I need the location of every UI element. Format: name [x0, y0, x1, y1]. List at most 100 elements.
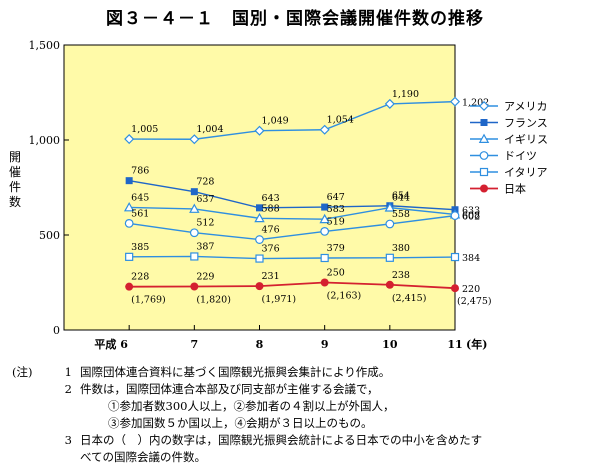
data-point: [384, 98, 395, 109]
data-label-secondary: (1,769): [131, 295, 166, 306]
data-label: 379: [327, 243, 345, 254]
data-label: 561: [131, 208, 149, 219]
line-chart: 0 500 1,000 1,500 平成 6 7 8 9 10 11 (年) 1,005 1,004 1…: [29, 39, 549, 351]
data-point: [189, 134, 200, 145]
x-tick-label: 8: [256, 338, 264, 351]
y-axis-label: 開催件数: [8, 150, 21, 209]
data-point: [189, 228, 199, 238]
data-point: [255, 235, 264, 244]
y-tick-label: 500: [39, 229, 60, 242]
legend-item: イタリア: [470, 166, 548, 179]
data-point: [449, 96, 461, 107]
data-point: [190, 188, 198, 196]
data-label: 608: [462, 210, 480, 221]
data-label: 384: [462, 253, 480, 264]
legend-label: フランス: [504, 117, 548, 130]
data-label: 385: [131, 242, 149, 253]
series-イタリア: [125, 252, 460, 263]
data-point: [385, 219, 395, 229]
legend-item: フランス: [470, 117, 548, 130]
series-line: [129, 206, 456, 220]
data-point: [320, 253, 329, 263]
data-label: 633: [462, 206, 480, 217]
data-label: 1,190: [392, 89, 419, 100]
data-label: 229: [196, 271, 214, 282]
data-label: 250: [327, 268, 345, 279]
data-label: 1,004: [196, 124, 223, 135]
data-label: 1,049: [262, 116, 289, 127]
series-ドイツ: [124, 211, 460, 244]
data-point: [321, 203, 329, 211]
data-point: [384, 202, 396, 212]
data-point: [479, 167, 489, 177]
data-point: [255, 282, 264, 291]
series-line: [129, 255, 456, 260]
data-label: 220: [462, 284, 480, 295]
data-label: 786: [131, 166, 149, 177]
data-label: 380: [392, 243, 410, 254]
data-point: [189, 203, 200, 213]
series-line: [129, 179, 456, 211]
series-日本: [125, 278, 459, 293]
data-label: 238: [392, 270, 410, 281]
note-line: べての国際会議の件数。: [80, 450, 207, 464]
data-point: [319, 124, 330, 135]
x-tick-label: 平成 6: [94, 337, 128, 351]
data-point: [479, 151, 489, 160]
data-point: [255, 254, 264, 263]
data-label: 647: [327, 192, 345, 203]
legend-item: アメリカ: [470, 100, 547, 113]
x-tick-label: 9: [321, 338, 329, 351]
data-label: 588: [262, 203, 280, 214]
legend-label: 日本: [504, 182, 526, 196]
x-tick-label: 7: [191, 338, 199, 351]
data-label: 728: [196, 177, 214, 188]
data-label: 644: [392, 193, 410, 204]
note-line: 2 件数は，国際団体連合本部及び同支部が主催する会議で，: [64, 382, 379, 396]
data-label: 1,054: [327, 115, 354, 126]
data-label-secondary: (2,163): [327, 291, 362, 302]
data-label: 1,005: [131, 124, 158, 135]
data-point: [125, 252, 134, 261]
data-label: 645: [131, 192, 149, 203]
series-アメリカ: [124, 96, 461, 145]
data-label: 476: [262, 225, 280, 236]
data-point: [480, 119, 488, 126]
data-label: 602: [462, 212, 480, 223]
data-point: [480, 184, 488, 193]
data-point: [385, 253, 394, 262]
y-tick-label: 1,500: [29, 39, 61, 52]
data-point: [319, 213, 330, 224]
data-label: 1,202: [462, 98, 489, 109]
data-point: [123, 202, 135, 212]
data-point: [190, 252, 199, 261]
data-label-secondary: (1,971): [262, 294, 297, 305]
legend-label: アメリカ: [504, 100, 547, 113]
legend-label: イギリス: [504, 133, 548, 146]
figure-title: 図３－４－１ 国別・国際会議開催件数の推移: [106, 9, 484, 29]
data-label: 387: [196, 241, 214, 252]
data-label-secondary: (2,415): [392, 293, 427, 304]
data-label: 512: [196, 218, 214, 229]
y-tick-label: 0: [53, 324, 60, 337]
data-point: [190, 282, 199, 291]
data-point: [254, 212, 265, 223]
note-line: ③参加国数５か国以上，④会期が３日以上のもの。: [108, 416, 373, 430]
data-label: 376: [262, 244, 280, 255]
data-label: 231: [262, 271, 280, 282]
x-unit-label: (年): [466, 337, 487, 351]
data-point: [478, 100, 490, 112]
series-line: [129, 281, 456, 290]
x-tick-label: 11: [447, 338, 462, 351]
legend-item: 日本: [470, 182, 526, 196]
data-label: 558: [392, 209, 410, 220]
legend-label: ドイツ: [504, 150, 537, 163]
data-label-secondary: (1,820): [196, 294, 231, 305]
data-point: [124, 134, 135, 145]
data-point: [478, 133, 490, 143]
data-label: 654: [392, 191, 410, 202]
data-point: [451, 284, 459, 293]
data-label: 637: [196, 194, 214, 205]
data-point: [385, 280, 394, 289]
data-point: [450, 252, 460, 262]
